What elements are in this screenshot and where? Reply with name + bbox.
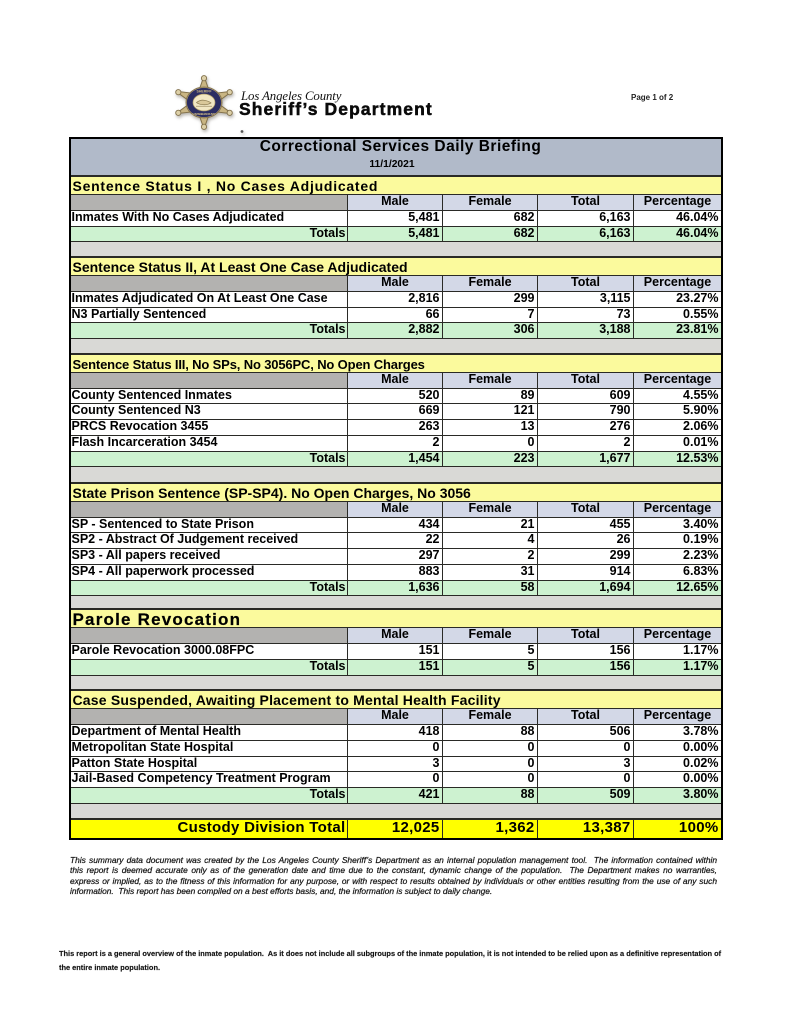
svg-text:SHERIFF: SHERIFF [197,90,213,94]
svg-text:LOS ANGELES COUNTY: LOS ANGELES COUNTY [193,112,216,116]
